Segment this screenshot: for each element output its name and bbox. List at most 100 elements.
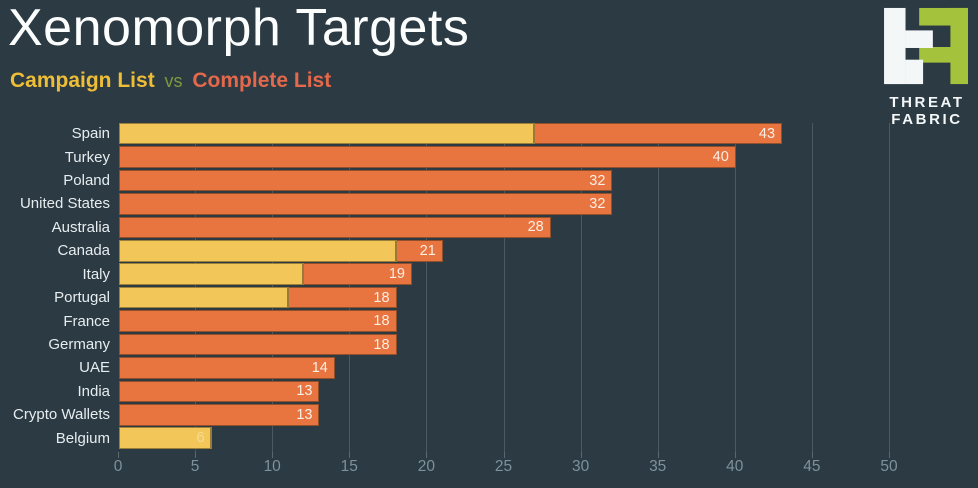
x-axis: 0 5 10 15 20 25 30 35 40 45 50 [0,452,978,484]
bar-row: Spain 43 [0,122,978,145]
category-label: Australia [51,218,110,236]
bar-track: 21 [119,240,978,262]
category-label: France [63,312,110,330]
complete-list-bar: 40 [119,146,736,168]
bar-track: 18 [119,310,978,332]
bar-track: 13 [119,380,978,403]
x-tick-label: 5 [190,458,200,475]
complete-list-bar: 13 [119,404,320,426]
x-tick-mark [580,452,582,458]
gridline-25 [503,123,505,452]
bar-row: Italy 19 [0,263,978,286]
bar-track: 18 [119,333,978,356]
complete-list-bar: 18 [119,333,397,356]
bar-value-label: 14 [311,359,328,376]
bar-row: Crypto Wallets 13 [0,403,978,426]
category-label: Spain [71,125,110,143]
bar-row: UAE 14 [0,356,978,379]
complete-list-bar: 13 [119,380,320,403]
x-tick-mark [349,452,351,458]
bar-value-label: 6 [196,430,205,447]
bar-value-label: 28 [527,219,544,236]
campaign-list-bar [119,240,397,262]
category-label: Poland [63,172,110,190]
bar-row: Belgium 6 [0,426,978,449]
bar-track: 19 [119,263,978,285]
bar-track: 32 [119,169,978,192]
bar-row: Poland 32 [0,169,978,192]
bar-value-label: 32 [589,172,606,189]
x-tick-mark [195,452,197,458]
x-tick-label: 15 [340,458,358,475]
category-label: United States [19,195,110,213]
category-label: Belgium [55,429,110,447]
bar-value-label: 40 [712,149,729,166]
bar-row: United States 32 [0,192,978,215]
bar-rows: Spain 43 Turkey 40 Poland 32 United States 32 Au… [0,122,978,450]
complete-list-bar: 32 [119,169,613,192]
bar-track: 28 [119,216,978,239]
gridline-50 [889,123,890,452]
bar-track: 6 [119,427,978,449]
x-tick-label: 25 [494,458,513,475]
page-title: Xenomorph Targets [8,0,470,57]
logo-text-line2: FABRIC [891,111,963,128]
bar-track: 13 [119,404,978,426]
bar-value-label: 18 [373,313,390,330]
legend-campaign-list: Campaign List [10,69,155,92]
complete-list-bar: 18 [119,310,397,332]
gridline-45 [811,123,813,452]
x-tick-mark [811,452,813,458]
category-label: Germany [48,336,110,353]
category-label: Turkey [64,148,110,166]
x-tick-mark [118,452,119,458]
x-tick-mark [426,452,428,458]
campaign-list-bar [119,263,305,285]
x-tick-mark [734,452,736,458]
x-tick-label: 40 [726,458,744,475]
bar-row: Turkey 40 [0,145,978,168]
bar-value-label: 13 [296,383,313,400]
bar-track: 40 [119,146,978,168]
x-tick-label: 50 [880,458,898,475]
campaign-list-bar [119,122,536,145]
x-tick-label: 45 [803,458,821,475]
logo-text-line1: THREAT [889,94,965,111]
legend-vs: vs [164,71,183,91]
gridline-30 [580,123,582,452]
gridline-20 [426,123,428,452]
bar-value-label: 18 [373,289,390,306]
category-label: Italy [82,265,110,283]
campaign-list-bar [119,286,289,309]
campaign-list-bar: 6 [119,427,212,449]
category-label: UAE [79,359,110,377]
bar-value-label: 19 [388,266,405,283]
bar-row: Portugal 18 [0,286,978,309]
x-tick-mark [272,452,274,458]
x-tick-mark [503,452,505,458]
bar-row: Germany 18 [0,333,978,356]
chart-legend: Campaign List vs Complete List [10,69,331,93]
bar-track: 32 [119,193,978,215]
x-tick-mark [657,452,659,458]
bar-value-label: 32 [589,195,606,212]
bar-track: 14 [119,357,978,379]
bar-row: Australia 28 [0,216,978,239]
category-label: Crypto Wallets [13,406,110,424]
bar-value-label: 18 [373,336,390,353]
category-label: Portugal [54,289,110,307]
x-tick-mark [889,452,890,458]
x-tick-label: 35 [649,458,667,475]
complete-list-bar: 14 [119,357,335,379]
bar-chart: Spain 43 Turkey 40 Poland 32 United States 32 Au… [0,122,978,452]
bar-track: 43 [119,122,978,145]
x-tick-label: 0 [113,458,123,475]
x-tick-label: 30 [571,458,590,475]
threatfabric-logo: THREAT FABRIC [881,6,973,128]
complete-list-bar: 32 [119,193,613,215]
category-label: Canada [57,242,110,260]
category-label: India [77,382,110,400]
bar-track: 18 [119,286,978,309]
complete-list-bar: 28 [119,216,551,239]
bar-row: Canada 21 [0,239,978,262]
